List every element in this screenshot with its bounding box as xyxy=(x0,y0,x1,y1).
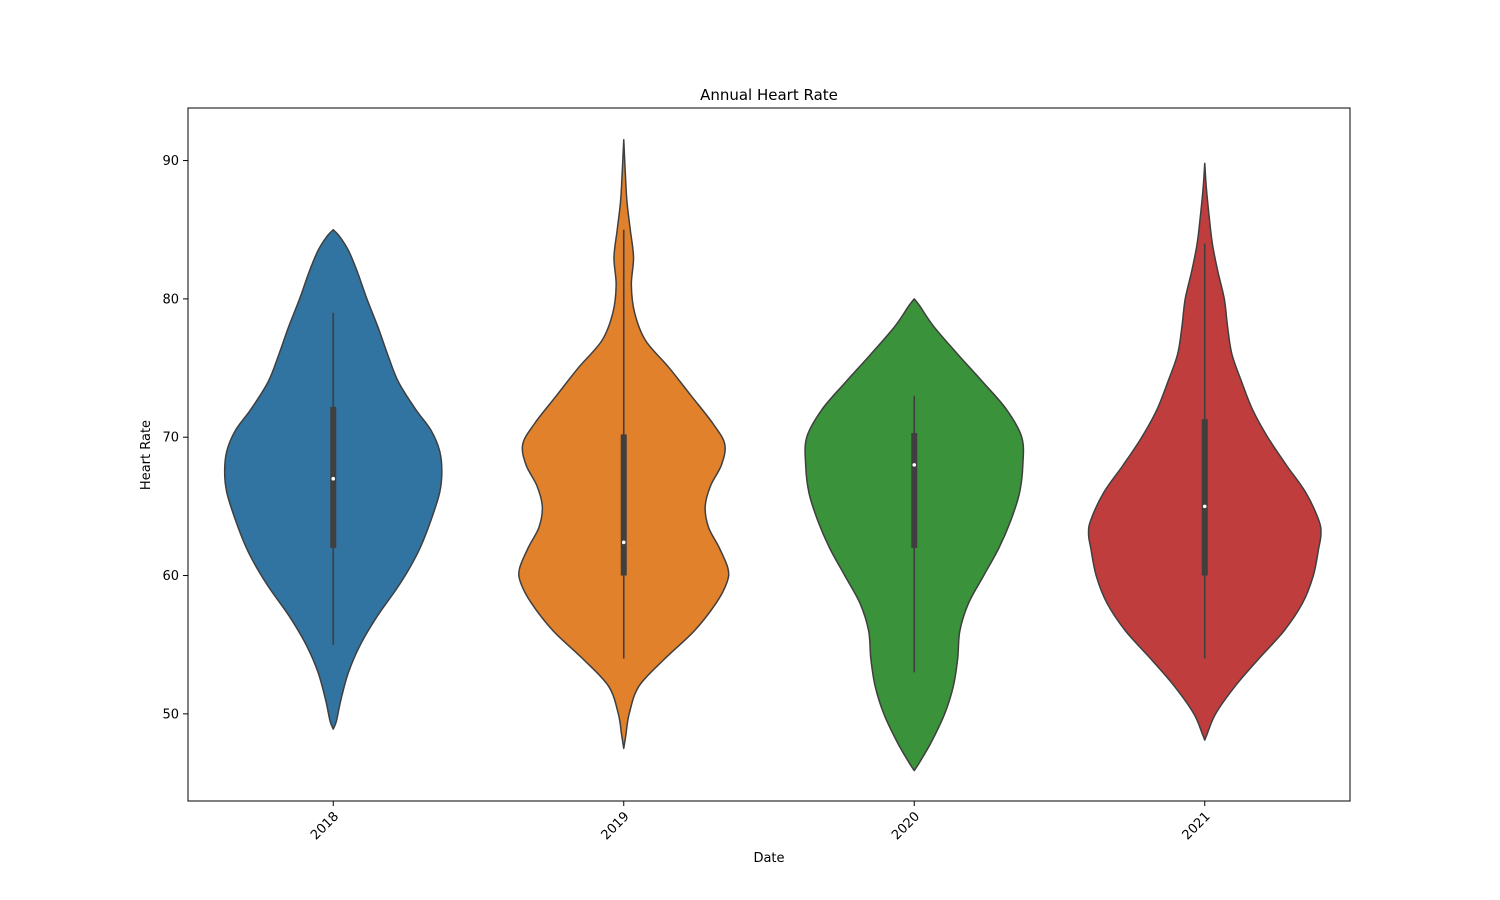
x-axis: 2018 2019 2020 2021 xyxy=(308,801,1214,843)
median-point-2020 xyxy=(912,463,917,467)
x-tick-label-2018: 2018 xyxy=(308,809,342,843)
x-axis-label: Date xyxy=(753,851,784,866)
iqr-box-2021 xyxy=(1201,419,1208,576)
violin-2020 xyxy=(804,298,1025,772)
y-tick-label-60: 60 xyxy=(162,569,179,584)
x-tick-label-2021: 2021 xyxy=(1180,809,1214,843)
violins-group xyxy=(223,139,1322,772)
iqr-box-2020 xyxy=(911,433,918,548)
median-point-2018 xyxy=(331,476,336,481)
median-point-2021 xyxy=(1202,504,1207,509)
y-tick-label-50: 50 xyxy=(162,707,179,722)
median-point-2019 xyxy=(621,540,626,545)
y-tick-label-70: 70 xyxy=(162,431,179,446)
y-axis-label: Heart Rate xyxy=(139,420,154,490)
plot-frame xyxy=(187,107,1351,802)
y-axis: 50 60 70 80 90 xyxy=(162,154,188,722)
violin-2019 xyxy=(518,139,730,750)
x-tick-label-2019: 2019 xyxy=(599,809,633,843)
violin-2021 xyxy=(1087,162,1322,741)
chart-title: Annual Heart Rate xyxy=(700,86,838,104)
y-tick-label-80: 80 xyxy=(162,292,179,307)
y-tick-label-90: 90 xyxy=(162,154,179,169)
x-tick-label-2020: 2020 xyxy=(889,809,923,843)
violin-2018 xyxy=(223,228,443,730)
iqr-box-2019 xyxy=(620,434,627,576)
